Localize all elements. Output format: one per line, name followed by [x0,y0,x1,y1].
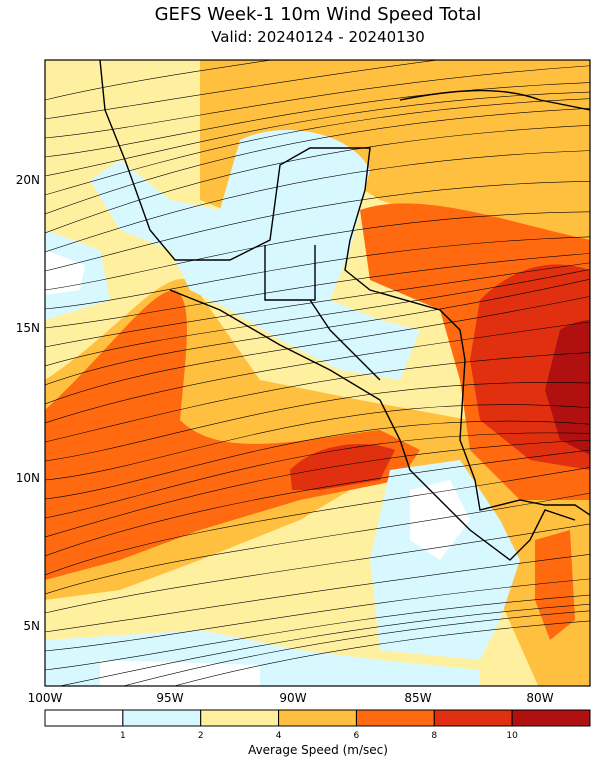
streamline [45,553,590,633]
lon-label: 100W [28,691,63,705]
field-red [290,444,395,490]
field-darkest-red [545,320,590,455]
map-title: GEFS Week-1 10m Wind Speed Total [155,4,482,25]
streamline [45,108,590,215]
streamline [45,262,590,348]
colorbar-tick-label: 10 [506,731,518,741]
colorbar-swatch [200,709,280,727]
lon-label: 95W [156,691,183,705]
streamline [45,352,590,443]
lat-label: 5N [23,619,40,633]
lat-label: 20N [16,173,40,187]
colorbar: 1 2 4 6 8 10 [44,709,591,741]
streamline [45,236,590,310]
field-white [45,250,85,295]
streamline [45,98,590,196]
streamline [45,60,274,101]
coastline [399,89,590,111]
map-field [45,60,590,686]
colorbar-tick-label: 2 [198,731,204,741]
colorbar-tick-label: 1 [120,731,126,741]
streamline [45,125,590,234]
streamline [45,523,590,614]
streamline [45,60,440,120]
colorbar-tick-label: 4 [276,731,282,741]
streamline [45,467,590,576]
streamline [45,296,590,405]
streamline [45,594,590,671]
colorbar-tick-label: 6 [354,731,360,741]
field-white [410,480,470,560]
field-cyan [90,130,420,380]
streamline [122,610,590,686]
colorbar-label: Average Speed (m/sec) [248,743,388,757]
coastline [99,60,590,516]
streamline [45,82,590,158]
lon-label: 85W [404,691,431,705]
streamline [45,449,590,557]
colorbar-swatch [122,709,202,727]
streamline [45,269,590,367]
streamline [45,321,590,424]
streamline [45,578,590,652]
colorbar-tick-label: 8 [431,731,437,741]
axes: 100W 95W 90W 85W 80W 20N 15N 10N 5N [16,173,554,705]
streamline [45,65,590,139]
streamline [173,620,590,686]
streamlines [45,60,590,686]
streamline [58,603,590,686]
lat-label: 15N [16,321,40,335]
streamline [45,91,590,177]
streamline [45,253,590,329]
streamline [45,439,590,538]
map-subtitle: Valid: 20240124 - 20240130 [211,28,425,46]
coastline [169,289,576,561]
streamline [45,181,590,272]
colorbar-swatch [355,709,435,727]
streamline [45,382,590,462]
streamline [45,150,590,253]
map-frame [44,59,591,687]
colorbar-swatch [511,709,591,727]
field-dark-orange [45,290,420,580]
colorbar-swatch [433,709,513,727]
lon-label: 80W [526,691,553,705]
field-white [100,660,260,686]
lon-label: 90W [279,691,306,705]
lat-label: 10N [16,471,40,485]
streamline [45,211,590,291]
streamline [45,432,590,519]
colorbar-swatch [44,709,124,727]
border [264,245,381,381]
streamline [45,404,590,481]
streamline [45,492,590,595]
streamline [45,420,590,500]
colorbar-swatch [278,709,357,727]
